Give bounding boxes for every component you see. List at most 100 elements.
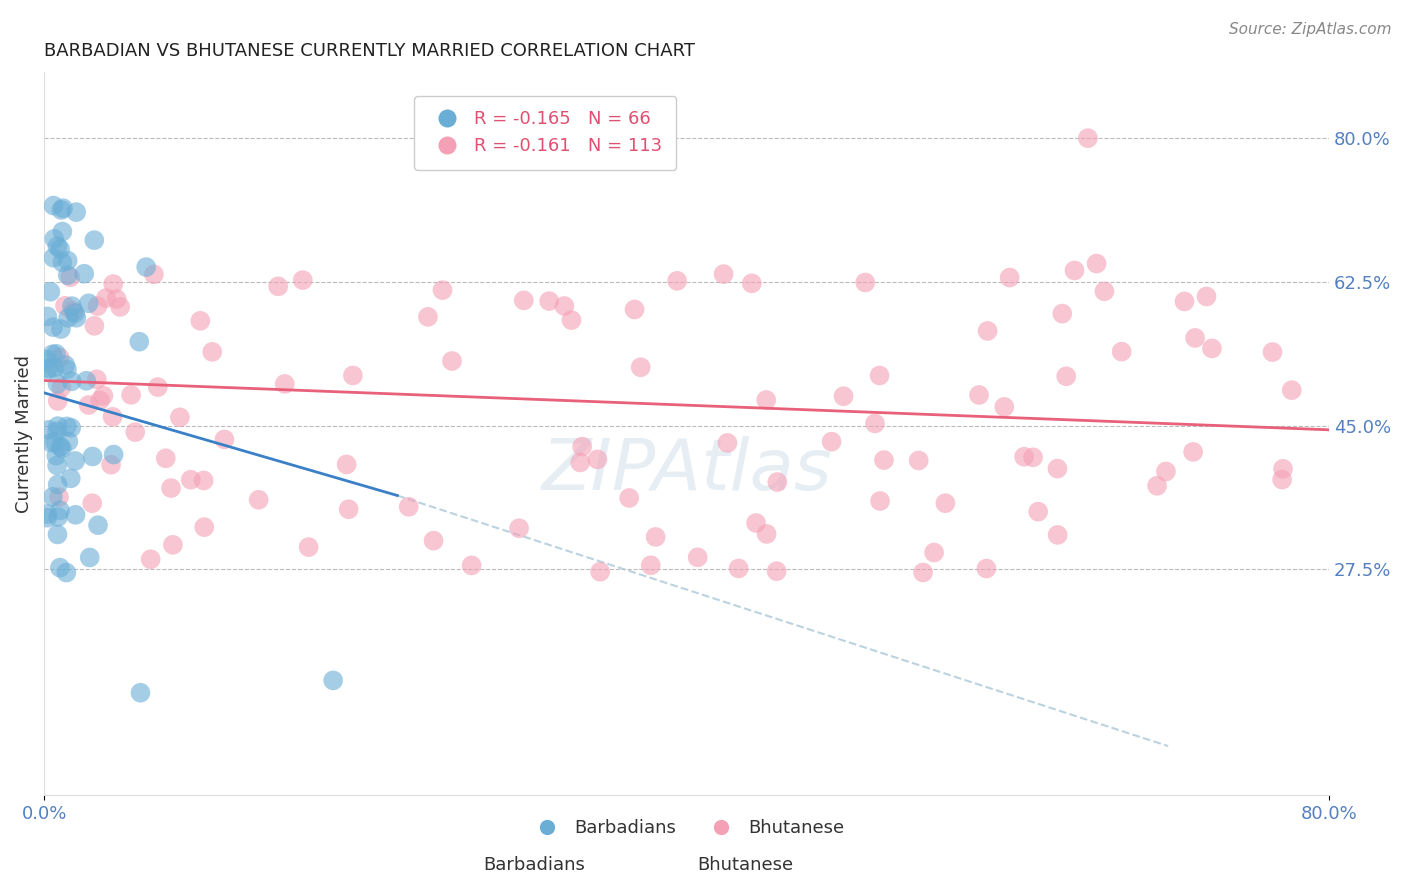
Point xyxy=(58,434,80,449)
Point xyxy=(993,400,1015,414)
Point xyxy=(1281,383,1303,397)
Point xyxy=(60,299,83,313)
Point xyxy=(49,322,72,336)
Point xyxy=(44,435,66,450)
Point xyxy=(142,268,165,282)
Point xyxy=(188,314,211,328)
Point xyxy=(46,239,69,253)
Point xyxy=(1271,473,1294,487)
Point xyxy=(1054,369,1077,384)
Point xyxy=(42,320,65,334)
Point xyxy=(853,276,876,290)
Point xyxy=(37,362,59,376)
Point xyxy=(869,494,891,508)
Point xyxy=(398,500,420,514)
Point xyxy=(87,518,110,533)
Point xyxy=(46,510,69,524)
Point xyxy=(51,442,73,456)
Point xyxy=(162,538,184,552)
Point xyxy=(155,451,177,466)
Point xyxy=(623,302,645,317)
Text: BARBADIAN VS BHUTANESE CURRENTLY MARRIED CORRELATION CHART: BARBADIAN VS BHUTANESE CURRENTLY MARRIED… xyxy=(44,42,695,60)
Point xyxy=(94,291,117,305)
Point xyxy=(51,202,73,217)
Point xyxy=(129,686,152,700)
Point xyxy=(62,304,84,318)
Point xyxy=(630,360,652,375)
Point xyxy=(63,454,86,468)
Point xyxy=(46,376,69,391)
Point xyxy=(59,471,82,485)
Point xyxy=(39,285,62,299)
Point xyxy=(53,358,76,372)
Point xyxy=(912,566,935,580)
Point xyxy=(60,421,83,435)
Text: Barbadians: Barbadians xyxy=(484,856,585,874)
Point xyxy=(49,242,72,256)
Point xyxy=(65,205,87,219)
Point xyxy=(46,458,69,473)
Point xyxy=(1063,263,1085,277)
Point xyxy=(1146,479,1168,493)
Point xyxy=(89,393,111,408)
Point xyxy=(617,491,640,505)
Point xyxy=(1046,528,1069,542)
Point xyxy=(60,374,83,388)
Point xyxy=(741,277,763,291)
Point xyxy=(169,410,191,425)
Point xyxy=(765,564,787,578)
Point xyxy=(42,490,65,504)
Point xyxy=(82,496,104,510)
Point xyxy=(1077,131,1099,145)
Point xyxy=(1046,461,1069,475)
Point xyxy=(160,481,183,495)
Point xyxy=(755,392,778,407)
Point xyxy=(727,561,749,575)
Point xyxy=(46,425,69,439)
Point xyxy=(49,560,72,574)
Point xyxy=(1201,342,1223,356)
Point xyxy=(45,449,67,463)
Point xyxy=(53,299,76,313)
Point xyxy=(44,360,66,375)
Point xyxy=(422,533,444,548)
Point xyxy=(105,292,128,306)
Point xyxy=(745,516,768,530)
Point xyxy=(135,260,157,274)
Point xyxy=(193,520,215,534)
Point xyxy=(124,425,146,439)
Point xyxy=(440,354,463,368)
Point xyxy=(59,270,82,285)
Point xyxy=(1272,462,1295,476)
Point xyxy=(686,550,709,565)
Point xyxy=(65,508,87,522)
Point xyxy=(342,368,364,383)
Point xyxy=(37,310,59,324)
Point xyxy=(1026,505,1049,519)
Point xyxy=(863,417,886,431)
Point xyxy=(51,380,73,394)
Point xyxy=(56,268,79,283)
Point xyxy=(247,492,270,507)
Point xyxy=(100,458,122,472)
Point xyxy=(907,453,929,467)
Point xyxy=(586,452,609,467)
Point xyxy=(39,435,62,450)
Point xyxy=(83,318,105,333)
Point xyxy=(103,277,125,291)
Point xyxy=(553,299,575,313)
Point xyxy=(46,394,69,409)
Point xyxy=(128,334,150,349)
Point xyxy=(820,434,842,449)
Point xyxy=(336,458,359,472)
Point xyxy=(432,283,454,297)
Point xyxy=(83,233,105,247)
Point xyxy=(976,561,998,575)
Point xyxy=(101,409,124,424)
Point xyxy=(46,477,69,491)
Point xyxy=(55,566,77,580)
Point xyxy=(1173,294,1195,309)
Point xyxy=(86,372,108,386)
Point xyxy=(51,255,73,269)
Point xyxy=(873,453,896,467)
